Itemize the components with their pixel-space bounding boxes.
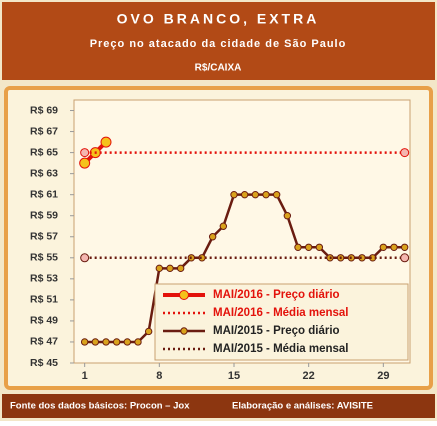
y-tick-label: R$ 59	[30, 210, 58, 222]
chart-title: OVO BRANCO, EXTRA	[117, 11, 320, 27]
point	[134, 338, 142, 346]
point	[379, 243, 388, 251]
y-tick-label: R$ 61	[30, 188, 58, 200]
point	[400, 253, 410, 263]
x-tick-label: 8	[156, 370, 162, 382]
legend-label: MAI/2015 - Preço diário	[213, 325, 340, 337]
point	[102, 338, 110, 346]
point	[80, 148, 90, 158]
point	[400, 148, 410, 158]
y-tick-label: R$ 65	[30, 146, 58, 158]
point	[390, 243, 398, 251]
credit: Elaboração e análises: AVISITE	[232, 401, 373, 412]
x-tick-label: 15	[228, 370, 240, 382]
point	[240, 190, 249, 199]
y-tick-label: R$ 53	[30, 273, 58, 285]
footer	[2, 394, 435, 418]
y-tick-label: R$ 63	[30, 167, 58, 179]
point	[251, 190, 260, 199]
x-tick-label: 29	[377, 370, 389, 382]
header	[2, 2, 435, 80]
y-tick-label: R$ 55	[30, 252, 58, 264]
y-tick-label: R$ 47	[30, 336, 58, 348]
point	[91, 338, 100, 346]
unit-label: R$/CAIXA	[195, 63, 242, 74]
source: Fonte dos dados básicos: Procon – Jox	[10, 401, 190, 412]
point	[123, 338, 132, 346]
point	[144, 327, 153, 336]
point	[166, 264, 174, 273]
legend-label: MAI/2015 - Média mensal	[213, 343, 349, 355]
legend-marker	[180, 327, 188, 335]
y-tick-label: R$ 57	[30, 231, 58, 243]
chart-subtitle: Preço no atacado da cidade de São Paulo	[90, 38, 347, 50]
x-tick-label: 22	[303, 370, 315, 382]
y-tick-label: R$ 45	[30, 357, 58, 369]
y-tick-label: R$ 51	[30, 294, 58, 306]
y-tick-label: R$ 69	[30, 104, 58, 116]
point	[155, 264, 164, 273]
point	[176, 264, 185, 273]
legend-label: MAI/2016 - Preço diário	[213, 289, 340, 301]
point	[219, 222, 228, 230]
point	[80, 253, 90, 263]
y-tick-label: R$ 49	[30, 315, 58, 327]
x-tick-label: 1	[82, 370, 88, 382]
point	[262, 190, 270, 199]
point	[80, 338, 89, 346]
point	[208, 233, 217, 241]
point	[283, 212, 292, 220]
point	[304, 243, 313, 251]
y-tick-label: R$ 67	[30, 125, 58, 137]
point	[294, 243, 302, 251]
point	[315, 243, 324, 251]
point	[100, 136, 112, 148]
legend-marker	[179, 290, 189, 300]
point	[230, 190, 238, 199]
legend-label: MAI/2016 - Média mensal	[213, 307, 349, 319]
point	[400, 243, 409, 251]
point	[112, 338, 121, 346]
point	[79, 157, 91, 169]
point	[272, 190, 281, 199]
